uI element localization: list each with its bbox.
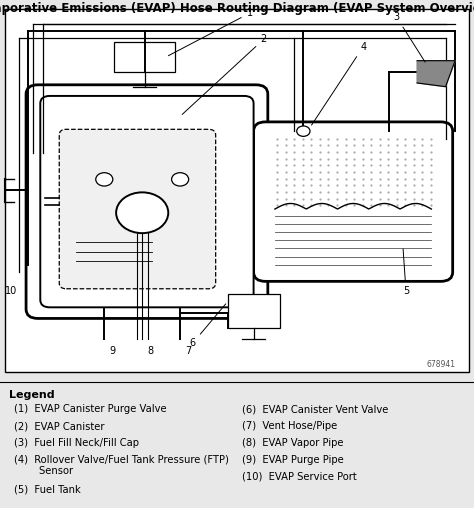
Text: (3)  Fuel Fill Neck/Fill Cap: (3) Fuel Fill Neck/Fill Cap [14, 438, 139, 448]
Circle shape [297, 126, 310, 136]
Text: 6: 6 [190, 304, 226, 348]
FancyBboxPatch shape [254, 122, 453, 281]
Text: (1)  EVAP Canister Purge Valve: (1) EVAP Canister Purge Valve [14, 404, 167, 415]
Text: 4: 4 [311, 42, 366, 125]
Circle shape [96, 173, 113, 186]
Text: (2)  EVAP Canister: (2) EVAP Canister [14, 421, 105, 431]
Text: Legend: Legend [9, 390, 55, 400]
Text: (7)  Vent Hose/Pipe: (7) Vent Hose/Pipe [242, 421, 337, 431]
Circle shape [116, 193, 168, 233]
FancyBboxPatch shape [40, 96, 254, 307]
Text: 9: 9 [109, 345, 115, 356]
FancyBboxPatch shape [59, 130, 216, 289]
Text: (5)  Fuel Tank: (5) Fuel Tank [14, 485, 81, 495]
Text: (6)  EVAP Canister Vent Valve: (6) EVAP Canister Vent Valve [242, 404, 388, 415]
FancyBboxPatch shape [26, 85, 268, 319]
Text: 8: 8 [147, 345, 153, 356]
Bar [114, 42, 175, 72]
Text: 5: 5 [403, 249, 409, 296]
Text: (9)  EVAP Purge Pipe: (9) EVAP Purge Pipe [242, 455, 344, 465]
Text: 2: 2 [182, 34, 267, 114]
Text: 1: 1 [168, 8, 253, 56]
Text: 7: 7 [185, 345, 191, 356]
Text: 678941: 678941 [426, 360, 455, 368]
Text: (10)  EVAP Service Port: (10) EVAP Service Port [242, 472, 356, 482]
Bar [228, 294, 280, 328]
Circle shape [172, 173, 189, 186]
Text: 3: 3 [393, 12, 425, 62]
Polygon shape [417, 60, 455, 87]
Text: 10: 10 [5, 287, 17, 296]
Text: (8)  EVAP Vapor Pipe: (8) EVAP Vapor Pipe [242, 438, 343, 448]
Text: Evaporative Emissions (EVAP) Hose Routing Diagram (EVAP System Overview): Evaporative Emissions (EVAP) Hose Routin… [0, 3, 474, 15]
Text: (4)  Rollover Valve/Fuel Tank Pressure (FTP)
        Sensor: (4) Rollover Valve/Fuel Tank Pressure (F… [14, 455, 229, 477]
